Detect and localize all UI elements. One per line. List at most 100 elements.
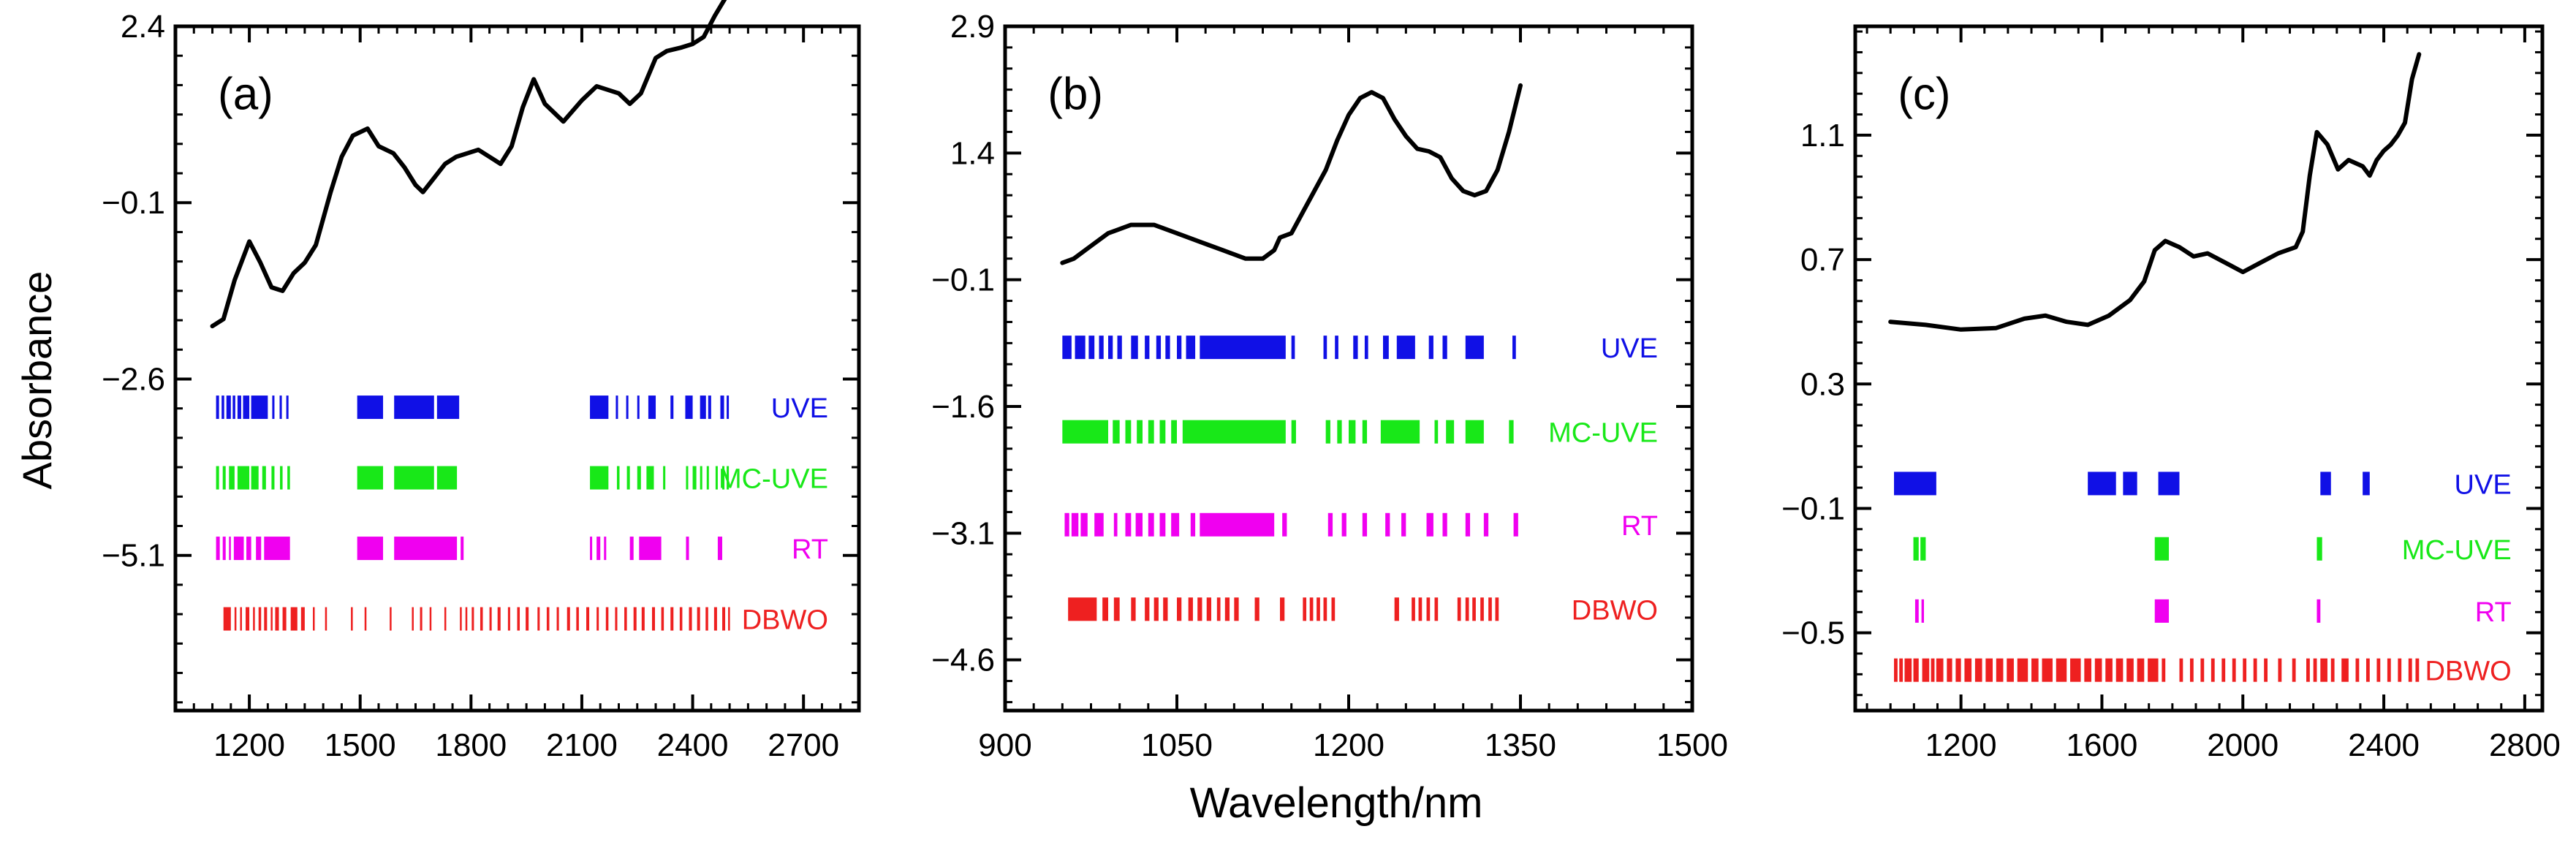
selected-band [722, 466, 725, 490]
selected-band [1075, 336, 1086, 360]
selected-band [1364, 336, 1368, 360]
method-label: MC-UVE [2402, 535, 2512, 566]
selected-band [1513, 512, 1518, 537]
selected-band [1171, 512, 1180, 537]
selected-band [223, 607, 231, 631]
selected-band [679, 607, 683, 631]
selected-band [1465, 512, 1471, 537]
y-tick-label: −0.1 [931, 262, 995, 298]
selected-band [1428, 336, 1433, 360]
selected-band [586, 607, 590, 631]
selected-band [1894, 658, 1898, 682]
y-tick-label: −0.1 [102, 185, 165, 221]
selected-band [216, 466, 219, 490]
selected-band [394, 537, 458, 561]
selected-band [1062, 420, 1108, 444]
selected-band [2154, 537, 2170, 561]
selected-band [1488, 597, 1492, 621]
selected-band [1291, 420, 1296, 444]
method-label: RT [2475, 597, 2512, 628]
selected-band [2330, 658, 2335, 682]
selected-band [2017, 658, 2028, 682]
selected-band [1064, 512, 1069, 537]
selected-band [567, 607, 570, 631]
selected-band [637, 466, 641, 490]
selected-band [1234, 597, 1239, 621]
selected-band [2137, 658, 2145, 682]
selected-band [1108, 336, 1113, 360]
selected-band [1914, 599, 1919, 623]
selected-band [576, 607, 579, 631]
selected-band [1190, 512, 1196, 537]
selected-band [1955, 658, 1961, 682]
selected-band [1362, 512, 1368, 537]
selected-band [2056, 658, 2067, 682]
selected-band [1457, 597, 1461, 621]
selected-band [1254, 597, 1259, 621]
method-label: MC-UVE [1548, 418, 1658, 449]
selected-band [1163, 597, 1168, 621]
selected-band [596, 537, 601, 561]
selected-band [2316, 599, 2321, 623]
selected-band [590, 466, 609, 490]
selected-band [1495, 597, 1499, 621]
selected-band [670, 607, 674, 631]
selected-band [2148, 658, 2159, 682]
selected-band [1125, 512, 1132, 537]
selected-band [275, 607, 279, 631]
selected-band [2415, 658, 2420, 682]
x-tick-label: 900 [978, 727, 1031, 763]
selected-variables-mc-uve [1062, 420, 1514, 444]
selected-band [2154, 599, 2170, 623]
selected-band [351, 607, 353, 631]
selected-band [2398, 658, 2402, 682]
selected-band [663, 466, 666, 490]
selected-band [1904, 658, 1912, 682]
selected-band [461, 537, 464, 561]
selected-band [251, 395, 268, 420]
selected-band [282, 607, 287, 631]
selected-band [1131, 336, 1138, 360]
selected-band [629, 537, 634, 561]
selected-variables-rt [1914, 599, 2321, 623]
selected-variables-mc-uve [1913, 537, 2322, 561]
y-tick-label: −4.6 [931, 643, 995, 678]
selected-band [1465, 336, 1484, 360]
selected-band [1216, 597, 1221, 621]
selected-band [633, 607, 637, 631]
selected-band [232, 395, 235, 420]
selected-band [287, 466, 290, 490]
x-tick-label: 1200 [1925, 727, 1997, 763]
selected-band [226, 395, 231, 420]
selected-band [465, 607, 468, 631]
selected-band [394, 395, 434, 420]
selected-band [216, 537, 220, 561]
selected-band [1401, 512, 1406, 537]
method-label: RT [1621, 511, 1658, 542]
selected-band [1177, 336, 1182, 360]
selected-band [1899, 658, 1903, 682]
selected-band [1071, 512, 1079, 537]
selected-band [1483, 512, 1489, 537]
selected-band [1200, 336, 1286, 360]
selected-band [2341, 658, 2349, 682]
selected-band [1472, 597, 1476, 621]
selected-band [364, 607, 367, 631]
selected-band [651, 607, 656, 631]
x-tick-label: 1050 [1141, 727, 1213, 763]
selected-band [436, 466, 458, 490]
selected-band [1282, 512, 1287, 537]
selected-band [1206, 597, 1211, 621]
selected-band [1936, 658, 1944, 682]
selected-band [420, 607, 423, 631]
selected-band [2264, 658, 2268, 682]
selected-variables-mc-uve [216, 466, 730, 490]
selected-band [1131, 597, 1136, 621]
selected-variables-dbwo [223, 607, 730, 631]
selected-band [271, 466, 275, 490]
selected-band [1362, 420, 1368, 444]
selected-band [717, 537, 722, 561]
selected-band [1159, 420, 1166, 444]
selected-band [1323, 336, 1327, 360]
selected-band [2313, 658, 2317, 682]
